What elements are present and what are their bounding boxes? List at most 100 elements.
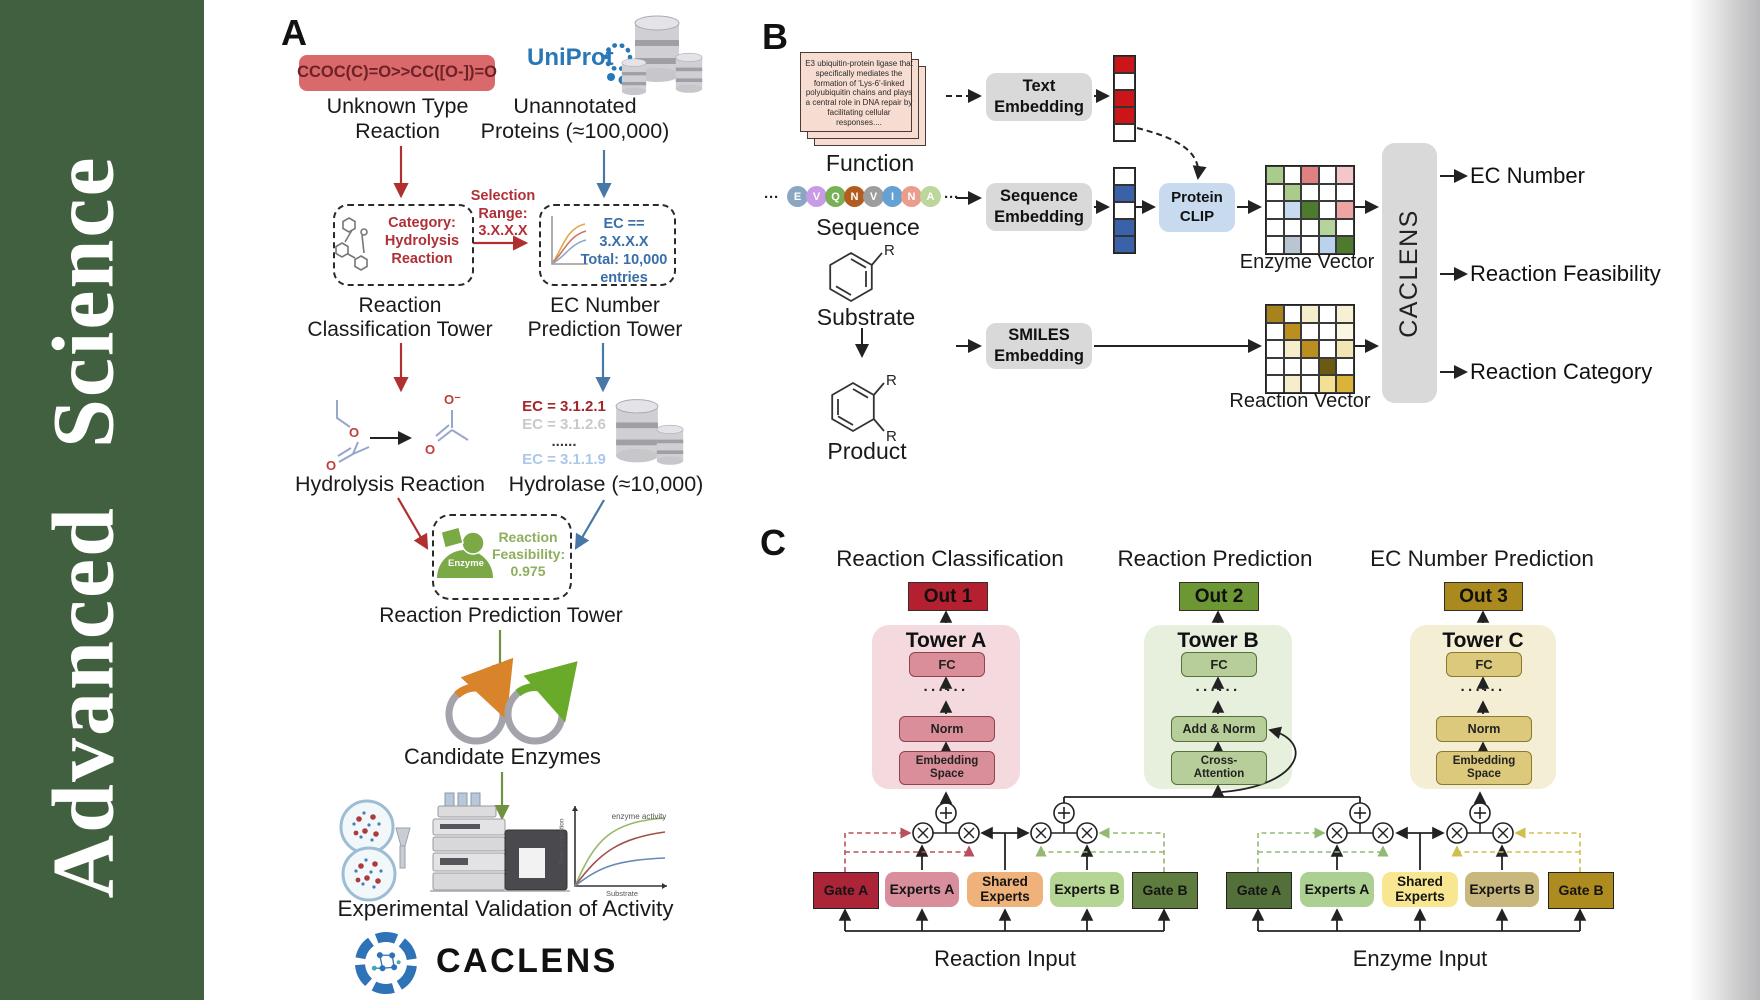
selection-range-label: Selection Range: 3.X.X.X [470,188,536,240]
matrix-cell [1283,305,1302,323]
ec-number-tower-label: EC Number Prediction Tower [527,294,683,342]
ec-number-item: EC = 3.1.2.1 [522,398,606,415]
residue-circle: N [901,186,922,207]
reaction-experts-b-box: Experts B [1050,872,1124,907]
matrix-cell [1266,305,1284,323]
caclens-core-label: CACLENS [1395,208,1423,338]
reaction-experts-a-box: Experts A [885,872,959,907]
matrix-cell [1266,166,1284,184]
matrix-cell [1283,357,1302,376]
residue-circle: N [844,186,865,207]
reaction-vector-label: Reaction Vector [1229,390,1371,412]
matrix-cell [1266,357,1284,376]
sequence-label: Sequence [816,214,920,240]
sequence-ellipsis-left: ··· [764,189,779,206]
matrix-cell [1266,218,1284,237]
candidate-enzymes-label: Candidate Enzymes [404,744,601,769]
matrix-cell [1336,218,1354,237]
unknown-reaction-label: Unknown Type Reaction [326,94,469,143]
reaction-classification-box [333,204,474,286]
matrix-cell [1283,166,1302,184]
tower-c-norm-box: Norm [1436,716,1532,742]
ec-number-item: EC = 3.1.2.6 [522,415,606,433]
matrix-cell [1318,305,1337,323]
heading-reaction-classification: Reaction Classification [836,546,1064,571]
sequence-ellipsis-right: ··· [944,189,959,206]
atom-o-minus: O⁻ [444,392,461,407]
matrix-cell [1301,340,1319,358]
matrix-cell [1318,183,1337,202]
tower-a-dots: ······ [923,682,969,699]
reaction-vector-matrix [1265,304,1355,394]
matrix-cell [1283,340,1302,358]
matrix-cell [1283,201,1302,219]
tower-c-title: Tower C [1442,629,1524,652]
enzyme-experts-b-box: Experts B [1465,872,1539,907]
hydrolase-label: Hydrolase (≈10,000) [508,472,704,496]
panel-a-label: A [281,12,307,53]
residue-circle: V [863,186,884,207]
enzyme-shared-experts-box: Shared Experts [1382,872,1458,907]
tower-c-fc-box: FC [1446,652,1522,677]
matrix-cell [1301,305,1319,323]
reaction-input-label: Reaction Input [934,946,1076,971]
matrix-cell [1336,201,1354,219]
sequence-embedding-vector [1113,167,1136,254]
tower-c-embedding-box: Embedding Space [1436,751,1532,785]
enzyme-activity-annotation: enzyme activity [611,812,667,821]
matrix-cell [1336,322,1354,341]
matrix-cell [1301,236,1319,254]
substrate-r-group: R [884,242,895,259]
vector-cell [1114,219,1135,236]
caclens-core-bar: CACLENS [1382,143,1437,403]
function-label: Function [825,150,915,176]
matrix-cell [1318,236,1337,254]
ec-number-item: EC = 3.1.1.9 [522,450,606,468]
matrix-cell [1318,218,1337,237]
matrix-cell [1318,375,1337,393]
enzyme-vector-label: Enzyme Vector [1239,251,1375,273]
matrix-cell [1336,236,1354,254]
residue-circle: V [806,186,827,207]
enzyme-vector-matrix [1265,165,1355,255]
ec-total-label: EC == 3.X.X.X Total: 10,000 entries [580,216,668,287]
function-card-front [800,52,912,132]
reaction-prediction-tower-label: Reaction Prediction Tower [379,604,623,627]
matrix-cell [1318,357,1337,376]
reaction-shared-experts-box: Shared Experts [967,872,1043,907]
tower-a-norm-box: Norm [899,716,995,742]
output-label: EC Number [1470,163,1585,188]
tower-b-add-norm-box: Add & Norm [1171,716,1267,742]
atom-o-carbonyl: O [326,458,336,473]
tower-b-cross-attention-box: Cross- Attention [1171,751,1267,785]
model-outputs: EC Number Reaction Feasibility Reaction Ca… [1470,163,1710,385]
enzyme-badge-label: Enzyme [448,558,484,569]
matrix-cell [1301,201,1319,219]
smiles-embedding-box: SMILES Embedding [986,323,1092,369]
matrix-cell [1301,218,1319,237]
vector-cell [1114,124,1135,141]
matrix-cell [1336,183,1354,202]
matrix-cell [1336,166,1354,184]
ec-prediction-box [539,204,676,286]
output-label: Reaction Category [1470,359,1653,384]
category-hydrolysis-label: Category: Hydrolysis Reaction [384,215,460,268]
hydrolysis-reaction-label: Hydrolysis Reaction [295,472,485,496]
matrix-cell [1283,218,1302,237]
matrix-cell [1266,340,1284,358]
enzyme-input-label: Enzyme Input [1352,946,1488,971]
product-r-group-top: R [886,372,897,389]
heading-reaction-prediction: Reaction Prediction [1117,546,1313,571]
panel-c-label: C [760,522,786,563]
matrix-cell [1336,340,1354,358]
matrix-cell [1318,340,1337,358]
matrix-cell [1266,375,1284,393]
matrix-cell [1266,322,1284,341]
vector-cell [1114,202,1135,219]
out-2-box: Out 2 [1179,582,1259,611]
rate-of-reaction-axis-label: Rate of reaction [558,818,566,865]
matrix-cell [1301,183,1319,202]
matrix-cell [1301,166,1319,184]
out-1-box: Out 1 [908,582,988,611]
matrix-cell [1318,322,1337,341]
